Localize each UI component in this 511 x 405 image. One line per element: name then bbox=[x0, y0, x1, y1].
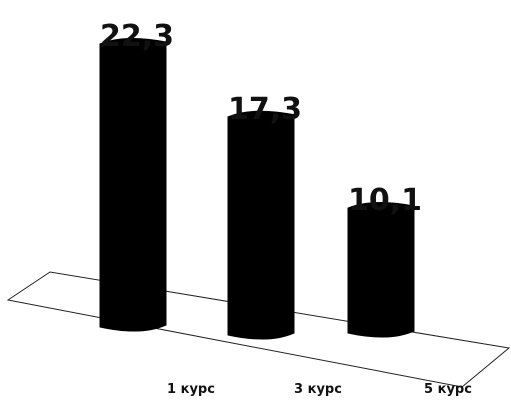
category-labels-group: 1 курс 3 курс 5 курс bbox=[167, 382, 472, 397]
value-label-2: 17,3 bbox=[228, 92, 302, 127]
bar-1 bbox=[99, 37, 167, 332]
floor-plane bbox=[6, 271, 511, 388]
bar-3 bbox=[347, 202, 415, 338]
chart-floor bbox=[6, 271, 511, 388]
bar-2 bbox=[227, 110, 295, 340]
value-labels-group: 22,3 17,3 10,1 bbox=[100, 19, 422, 218]
category-label-2: 3 курс bbox=[294, 382, 342, 397]
category-label-1: 1 курс bbox=[167, 382, 215, 397]
value-label-3: 10,1 bbox=[348, 183, 422, 218]
value-label-1: 22,3 bbox=[100, 19, 174, 54]
category-label-3: 5 курс bbox=[424, 382, 472, 397]
bars-group bbox=[99, 37, 415, 340]
